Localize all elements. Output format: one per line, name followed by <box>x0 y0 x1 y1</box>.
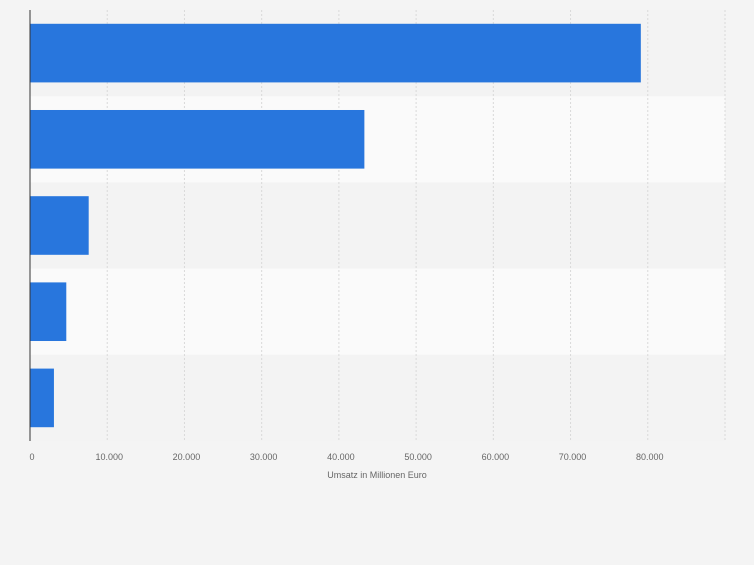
x-tick-label: 70.000 <box>559 452 587 462</box>
x-tick-label: 80.000 <box>636 452 664 462</box>
bar <box>30 23 641 83</box>
bar <box>30 282 67 342</box>
bar <box>30 368 54 428</box>
x-tick-label: 50.000 <box>404 452 432 462</box>
x-tick-label: 40.000 <box>327 452 355 462</box>
row-band <box>30 354 725 441</box>
row-band <box>30 268 725 355</box>
bar <box>30 109 365 169</box>
row-bands <box>30 10 725 441</box>
x-axis-label: Umsatz in Millionen Euro <box>327 470 427 480</box>
x-tick-label: 10.000 <box>95 452 123 462</box>
x-tick-label: 60.000 <box>482 452 510 462</box>
row-band <box>30 182 725 269</box>
x-tick-labels: 0 10.000 20.000 30.000 40.000 50.000 60.000 70.… <box>29 452 663 462</box>
x-tick-label: 20.000 <box>173 452 201 462</box>
bars <box>30 23 641 428</box>
x-tick-label: 30.000 <box>250 452 278 462</box>
bar <box>30 196 89 255</box>
x-tick-label: 0 <box>29 452 34 462</box>
